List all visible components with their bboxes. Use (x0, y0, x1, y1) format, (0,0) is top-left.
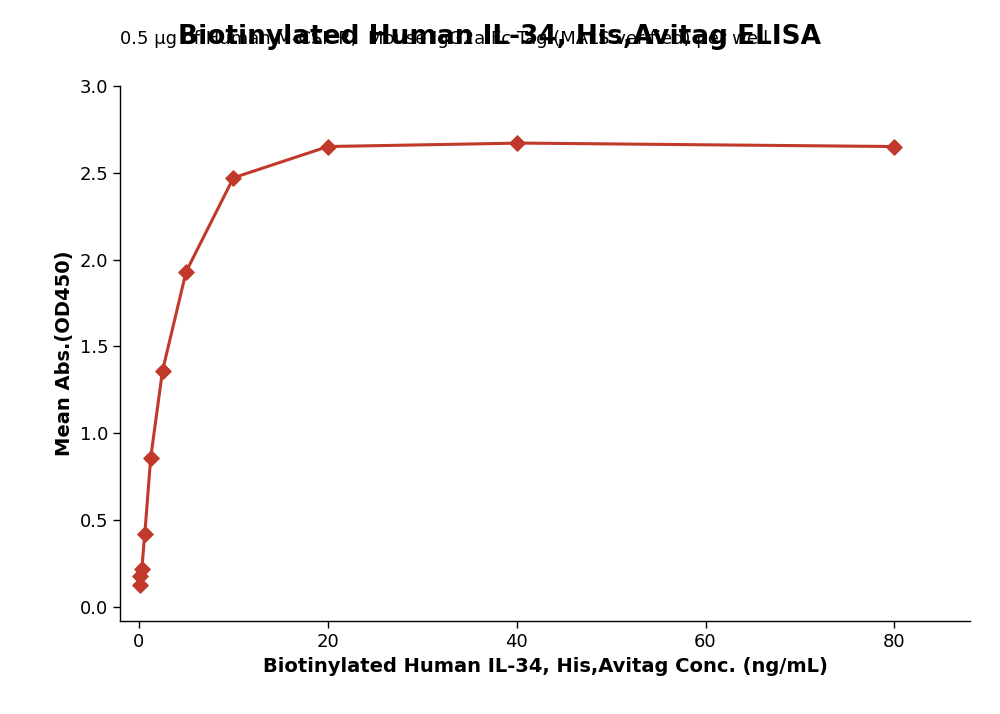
Point (143, 452, 159, 463)
Point (886, 141, 902, 152)
Point (134, 563, 150, 575)
Point (137, 528, 153, 540)
Y-axis label: Mean Abs.(OD450): Mean Abs.(OD450) (55, 251, 74, 456)
Text: 0.5 μg of Human M-CSF R,  Mouse IgG2a Fc Tag (MALS verified) per well: 0.5 μg of Human M-CSF R, Mouse IgG2a Fc … (120, 30, 768, 48)
Point (132, 570, 148, 582)
X-axis label: Biotinylated Human IL-34, His,Avitag Conc. (ng/mL): Biotinylated Human IL-34, His,Avitag Con… (263, 657, 827, 675)
Point (225, 172, 241, 183)
Point (509, 137, 525, 149)
Point (178, 266, 194, 278)
Point (154, 365, 170, 376)
Point (132, 579, 148, 590)
Point (320, 141, 336, 152)
Text: Biotinylated Human IL-34, His,Avitag ELISA: Biotinylated Human IL-34, His,Avitag ELI… (178, 24, 822, 50)
